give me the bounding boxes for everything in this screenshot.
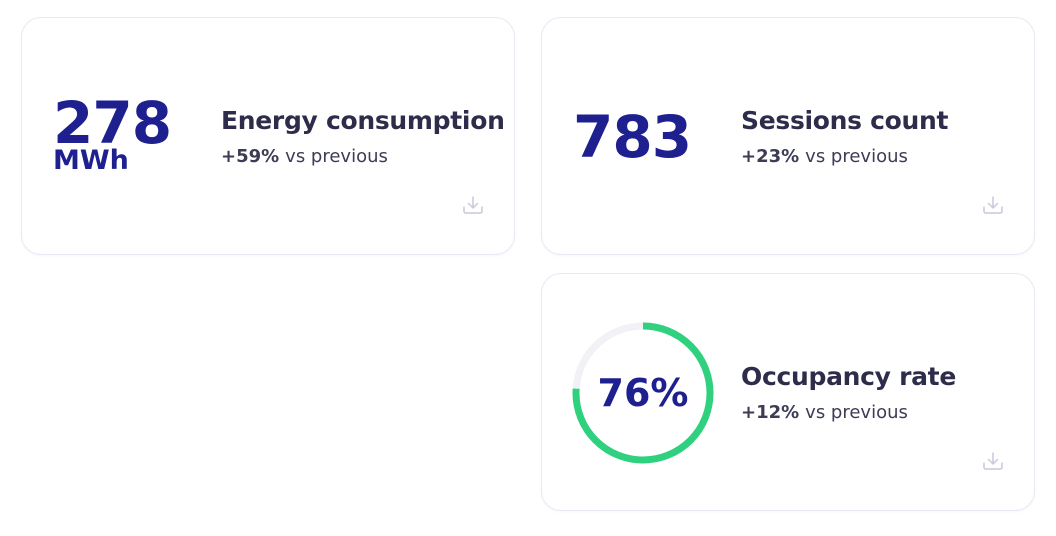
- download-button[interactable]: [982, 450, 1004, 472]
- kpi-change: +23%: [741, 146, 800, 167]
- download-button[interactable]: [982, 194, 1004, 216]
- kpi-comparison: vs previous: [805, 146, 908, 167]
- kpi-comparison: vs previous: [805, 402, 908, 423]
- download-button[interactable]: [462, 194, 484, 216]
- kpi-value: 278: [53, 89, 172, 157]
- kpi-change-row: +59% vs previous: [221, 145, 388, 169]
- kpi-change-row: +23% vs previous: [741, 145, 908, 169]
- kpi-change: +12%: [741, 402, 800, 423]
- kpi-title: Sessions count: [741, 106, 949, 135]
- kpi-card: 783 Sessions count +23% vs previous: [541, 17, 1035, 255]
- kpi-change: +59%: [221, 146, 280, 167]
- kpi-value: 783: [573, 103, 692, 171]
- kpi-card: 76% Occupancy rate +12% vs previous: [541, 273, 1035, 511]
- kpi-card: 278 MWh Energy consumption +59% vs previo…: [21, 17, 515, 255]
- kpi-title: Occupancy rate: [741, 362, 956, 391]
- kpi-unit: MWh: [53, 145, 129, 176]
- kpi-title: Energy consumption: [221, 106, 505, 135]
- kpi-value: 76%: [597, 371, 689, 415]
- kpi-change-row: +12% vs previous: [741, 401, 908, 425]
- kpi-comparison: vs previous: [285, 146, 388, 167]
- gauge: [572, 322, 714, 464]
- gauge-arc: [572, 322, 714, 464]
